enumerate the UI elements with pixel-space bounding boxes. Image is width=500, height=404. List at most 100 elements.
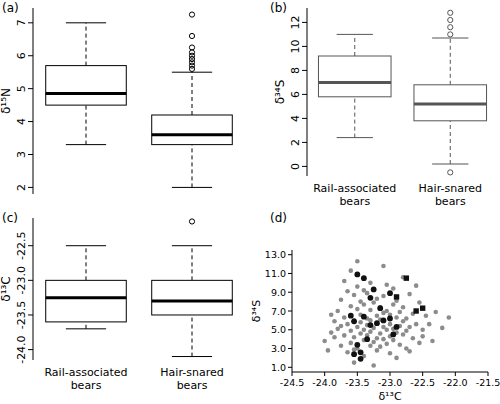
y-tick-label: -23.0 [15, 266, 28, 294]
y-tick [288, 329, 292, 330]
x-tick-label: -22.5 [410, 377, 435, 388]
lower-whisker [192, 145, 193, 188]
point [361, 275, 367, 281]
box [318, 56, 391, 97]
point [348, 313, 354, 319]
point [375, 297, 380, 302]
y-tick [302, 118, 307, 119]
upper-cap [172, 245, 212, 246]
point [384, 282, 389, 287]
point [407, 325, 412, 330]
point [424, 313, 429, 318]
point [332, 335, 337, 340]
upper-whisker [192, 246, 193, 281]
upper-whisker [450, 38, 451, 85]
y-tick-label: 10 [289, 39, 302, 53]
y-tick [28, 314, 33, 315]
point [339, 297, 344, 302]
point [358, 320, 363, 325]
marks [46, 219, 233, 357]
point [378, 344, 383, 349]
point [394, 294, 399, 299]
point [381, 264, 386, 269]
y-tick-label: -24.0 [15, 335, 28, 363]
point [375, 321, 380, 326]
x-tick-label: Hair-snaredbears [419, 182, 482, 208]
point [371, 340, 376, 345]
point [430, 339, 435, 344]
point [404, 275, 409, 280]
point [361, 314, 367, 320]
x-tick-label: -24.0 [312, 377, 337, 388]
y-label: δ³⁴S [273, 80, 287, 105]
point [342, 333, 347, 338]
point [411, 336, 416, 341]
point [365, 291, 370, 296]
figure: 234567δ¹⁵N(a)024681012δ³⁴S(b)Rail-associ… [0, 0, 500, 404]
box [46, 66, 127, 106]
point [391, 302, 396, 307]
point [440, 326, 445, 331]
lower-cap [172, 187, 212, 188]
point [355, 307, 360, 312]
panel-label: (c) [2, 211, 18, 225]
outlier [448, 10, 453, 15]
point [355, 259, 360, 264]
y-tick-label: -23.5 [15, 301, 28, 329]
point [387, 290, 393, 296]
y-tick-label: 3.0 [271, 343, 286, 354]
y-tick-label: 1.0 [271, 362, 286, 373]
y-tick-label: 4 [289, 115, 302, 122]
x-tick [390, 372, 391, 376]
median [414, 103, 487, 106]
point [351, 318, 357, 324]
lower-whisker [354, 97, 355, 138]
y-tick [302, 22, 307, 23]
y-tick [28, 55, 33, 56]
x-tick [292, 372, 293, 376]
point [368, 329, 373, 334]
point [447, 315, 452, 320]
point [381, 337, 386, 342]
outlier [189, 219, 194, 224]
point [322, 339, 327, 344]
box [414, 85, 487, 121]
point [388, 351, 393, 356]
x-tick-label: -23.0 [378, 377, 403, 388]
point [349, 268, 354, 273]
y-tick [302, 70, 307, 71]
y-axis [307, 8, 308, 176]
label-line: bears [435, 195, 466, 208]
point [362, 327, 367, 332]
point [352, 360, 357, 365]
y-tick [28, 187, 33, 188]
point [339, 343, 344, 348]
point [381, 294, 386, 299]
y-tick-label: 3 [15, 151, 28, 158]
point [358, 349, 364, 355]
y-tick [288, 348, 292, 349]
point [375, 336, 380, 341]
y-tick [288, 311, 292, 312]
upper-whisker [86, 246, 87, 281]
y-tick-label: 6 [289, 91, 302, 98]
lower-cap [172, 356, 212, 357]
point [384, 327, 389, 332]
point [433, 310, 438, 315]
upper-cap [66, 22, 106, 23]
point [345, 350, 350, 355]
lower-cap [337, 137, 373, 138]
upper-whisker [86, 23, 87, 66]
point [391, 286, 396, 291]
lower-whisker [86, 322, 87, 329]
outlier [448, 170, 453, 175]
point [414, 322, 419, 327]
point [420, 305, 425, 310]
lower-cap [432, 164, 468, 165]
point [371, 300, 376, 305]
point [368, 322, 374, 328]
outlier [189, 33, 194, 38]
point [352, 293, 357, 298]
point [391, 338, 396, 343]
point [342, 315, 347, 320]
